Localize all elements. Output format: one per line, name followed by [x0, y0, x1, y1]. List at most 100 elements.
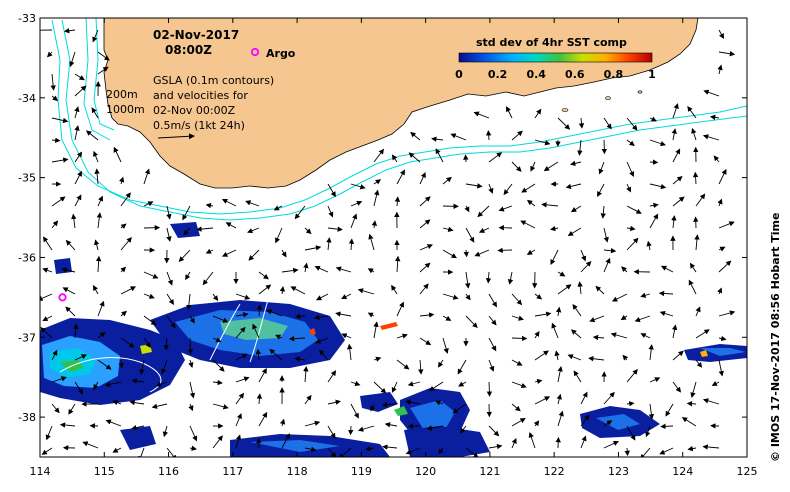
velocity-arrow — [350, 200, 363, 207]
velocity-arrow — [511, 403, 521, 412]
velocity-arrow — [93, 381, 99, 390]
velocity-arrow — [248, 249, 260, 261]
velocity-arrow — [646, 240, 652, 251]
velocity-arrow — [624, 447, 630, 457]
velocity-arrow — [212, 293, 219, 302]
colorbar-tick-label: 0.4 — [526, 68, 546, 81]
velocity-arrow — [622, 354, 629, 361]
velocity-arrow — [151, 403, 168, 409]
velocity-arrow — [189, 315, 195, 324]
velocity-arrow — [687, 445, 697, 452]
velocity-arrow — [281, 249, 287, 258]
velocity-arrow — [464, 271, 471, 289]
velocity-arrow — [598, 161, 605, 175]
velocity-arrow — [327, 370, 337, 383]
velocity-arrow — [42, 267, 53, 273]
velocity-arrow — [327, 425, 336, 439]
velocity-arrow — [40, 327, 53, 339]
velocity-arrow — [120, 237, 132, 251]
velocity-arrow — [672, 196, 685, 207]
velocity-arrow — [94, 239, 100, 251]
y-tick-label: -36 — [18, 251, 36, 264]
velocity-arrow — [396, 359, 410, 370]
velocity-arrow — [671, 324, 678, 339]
velocity-arrow — [391, 381, 398, 393]
velocity-arrow — [626, 117, 638, 131]
velocity-arrow — [634, 315, 651, 323]
velocity-arrow — [381, 402, 398, 408]
velocity-arrow — [442, 249, 457, 259]
velocity-arrow — [350, 403, 359, 419]
velocity-arrow — [97, 195, 103, 207]
velocity-arrow — [488, 183, 494, 194]
velocity-arrow — [557, 117, 571, 130]
velocity-arrow — [255, 348, 262, 361]
velocity-arrow — [51, 349, 58, 361]
velocity-arrow — [577, 139, 583, 156]
velocity-arrow — [672, 350, 684, 361]
velocity-arrow — [648, 344, 654, 361]
velocity-arrow — [435, 148, 444, 163]
velocity-arrow — [51, 220, 59, 229]
velocity-arrow — [459, 425, 467, 434]
velocity-arrow — [314, 265, 329, 273]
velocity-arrow — [557, 410, 564, 427]
velocity-arrow — [695, 193, 706, 207]
isobath-coast-200m — [93, 18, 115, 131]
velocity-arrow — [589, 315, 605, 323]
velocity-arrow — [245, 200, 260, 207]
velocity-arrow — [189, 445, 197, 451]
velocity-arrow — [166, 227, 172, 242]
velocity-arrow — [702, 134, 720, 141]
velocity-arrow — [717, 198, 723, 207]
velocity-arrow — [534, 311, 552, 317]
velocity-arrow — [373, 321, 379, 339]
velocity-arrow — [42, 315, 53, 322]
velocity-arrow — [373, 148, 385, 163]
y-tick-label: -38 — [18, 411, 36, 424]
argo-legend-icon — [250, 47, 260, 57]
colorbar-ticks: 0 0.2 0.4 0.6 0.8 1 — [455, 68, 656, 81]
velocity-arrow — [660, 265, 674, 273]
velocity-arrow — [692, 171, 699, 185]
velocity-arrow — [600, 205, 606, 219]
x-tick-label: 121 — [479, 465, 500, 478]
map-time: 08:00Z — [165, 43, 212, 57]
velocity-arrow — [166, 271, 173, 286]
velocity-arrow — [405, 399, 421, 405]
velocity-arrow — [452, 403, 467, 414]
velocity-arrow — [465, 447, 479, 457]
velocity-arrow — [718, 246, 726, 252]
velocity-arrow — [570, 329, 582, 339]
velocity-arrow — [166, 293, 174, 305]
colorbar-title: std dev of 4hr SST comp — [476, 36, 627, 49]
velocity-arrow — [530, 161, 536, 172]
isobath-1000m-label: 1000m — [106, 103, 145, 116]
velocity-arrow — [551, 322, 559, 339]
velocity-arrow — [187, 337, 194, 355]
velocity-arrow — [275, 334, 283, 340]
velocity-arrow — [51, 137, 61, 143]
velocity-arrow — [71, 213, 77, 229]
velocity-arrow — [463, 154, 469, 163]
velocity-arrow — [717, 287, 723, 295]
velocity-arrow — [319, 349, 329, 361]
velocity-arrow — [391, 154, 398, 163]
velocity-arrow — [120, 192, 131, 207]
velocity-arrow — [486, 381, 493, 397]
velocity-arrow — [694, 234, 700, 251]
velocity-arrow — [718, 29, 725, 39]
velocity-arrow — [51, 157, 69, 163]
velocity-arrow — [120, 310, 127, 317]
velocity-arrow — [196, 226, 214, 232]
x-tick-label: 124 — [672, 465, 693, 478]
velocity-arrow — [570, 205, 582, 213]
velocity-arrow — [463, 249, 469, 258]
velocity-arrow — [61, 267, 76, 273]
y-axis: -33 -34 -35 -36 -37 -38 — [18, 12, 747, 424]
velocity-arrow — [610, 332, 628, 339]
velocity-arrow — [396, 169, 405, 185]
velocity-arrow — [431, 136, 444, 142]
velocity-arrow — [51, 196, 66, 207]
velocity-arrow — [511, 359, 523, 366]
